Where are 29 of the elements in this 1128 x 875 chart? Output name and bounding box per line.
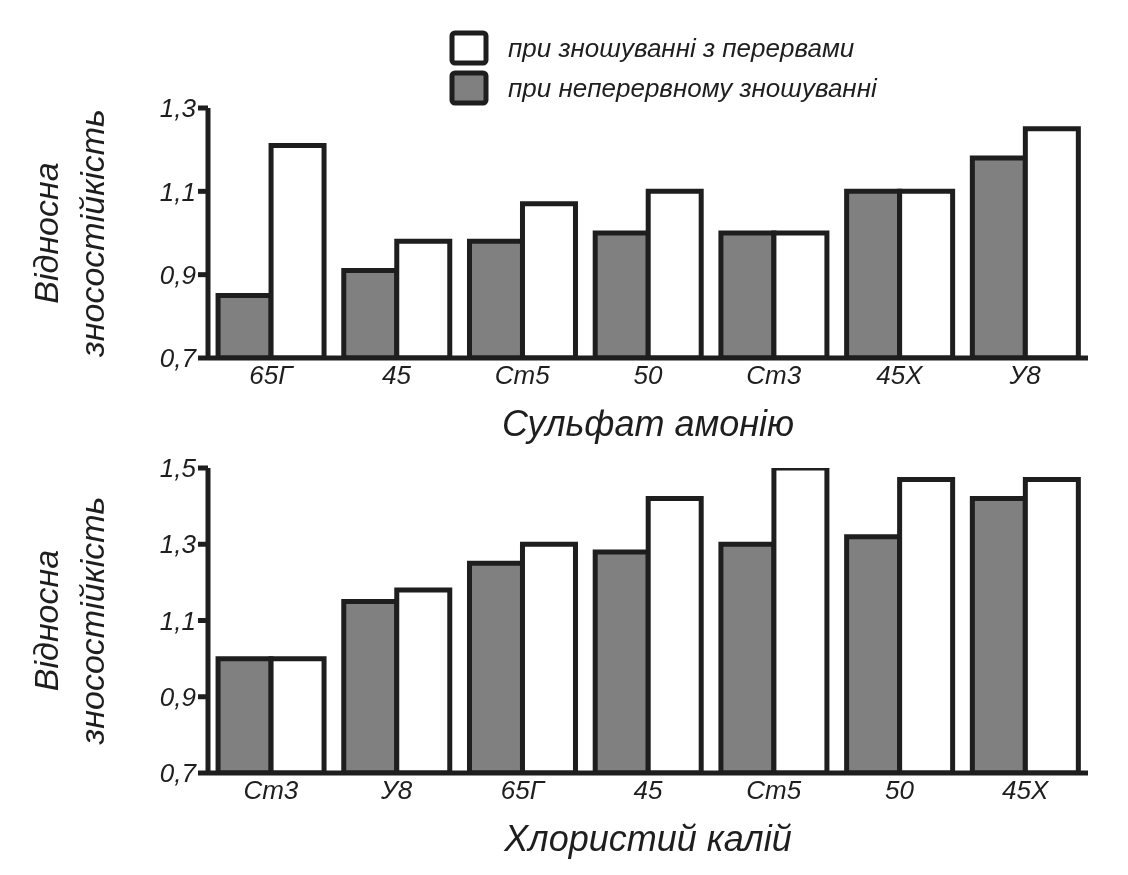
y-tick-label: 0,7 [159, 758, 198, 789]
y-tick-label: 0,9 [159, 681, 196, 712]
y-tick-label: 0,7 [159, 343, 198, 374]
y-tick-label: 1,3 [159, 529, 197, 560]
x-tick-label: Ст3 [746, 360, 802, 391]
x-tick-label: У8 [380, 775, 413, 806]
legend-label: при зношуванні з перервами [508, 32, 855, 64]
y-axis-title: Відносна зносостійкість [27, 496, 111, 746]
y-tick-label: 1,1 [159, 176, 196, 207]
x-tick-label: 65Г [249, 360, 295, 391]
x-tick-label: 45Х [1002, 775, 1050, 806]
y-tick-label: 1,5 [159, 453, 197, 484]
x-tick-label: 65Г [500, 775, 546, 806]
x-axis-title: Хлористий калій [503, 818, 792, 859]
x-tick-label: 45 [633, 775, 663, 806]
x-tick-label: Ст5 [746, 775, 802, 806]
y-tick-label: 1,1 [159, 605, 196, 636]
x-tick-label: Ст5 [494, 360, 551, 391]
legend-label: при неперервному зношуванні [508, 72, 877, 104]
x-tick-label: 50 [633, 360, 663, 391]
x-tick-label: 45 [382, 360, 412, 391]
y-tick-label: 1,3 [159, 93, 197, 124]
x-axis-title: Сульфат амонію [501, 403, 795, 444]
x-tick-label: 45Х [876, 360, 925, 391]
y-axis-title: Відносна зносостійкість [27, 109, 111, 358]
x-tick-label: У8 [1008, 360, 1042, 391]
x-tick-label: Ст3 [243, 775, 299, 806]
x-tick-label: 50 [884, 775, 915, 806]
y-tick-label: 0,9 [159, 259, 196, 290]
